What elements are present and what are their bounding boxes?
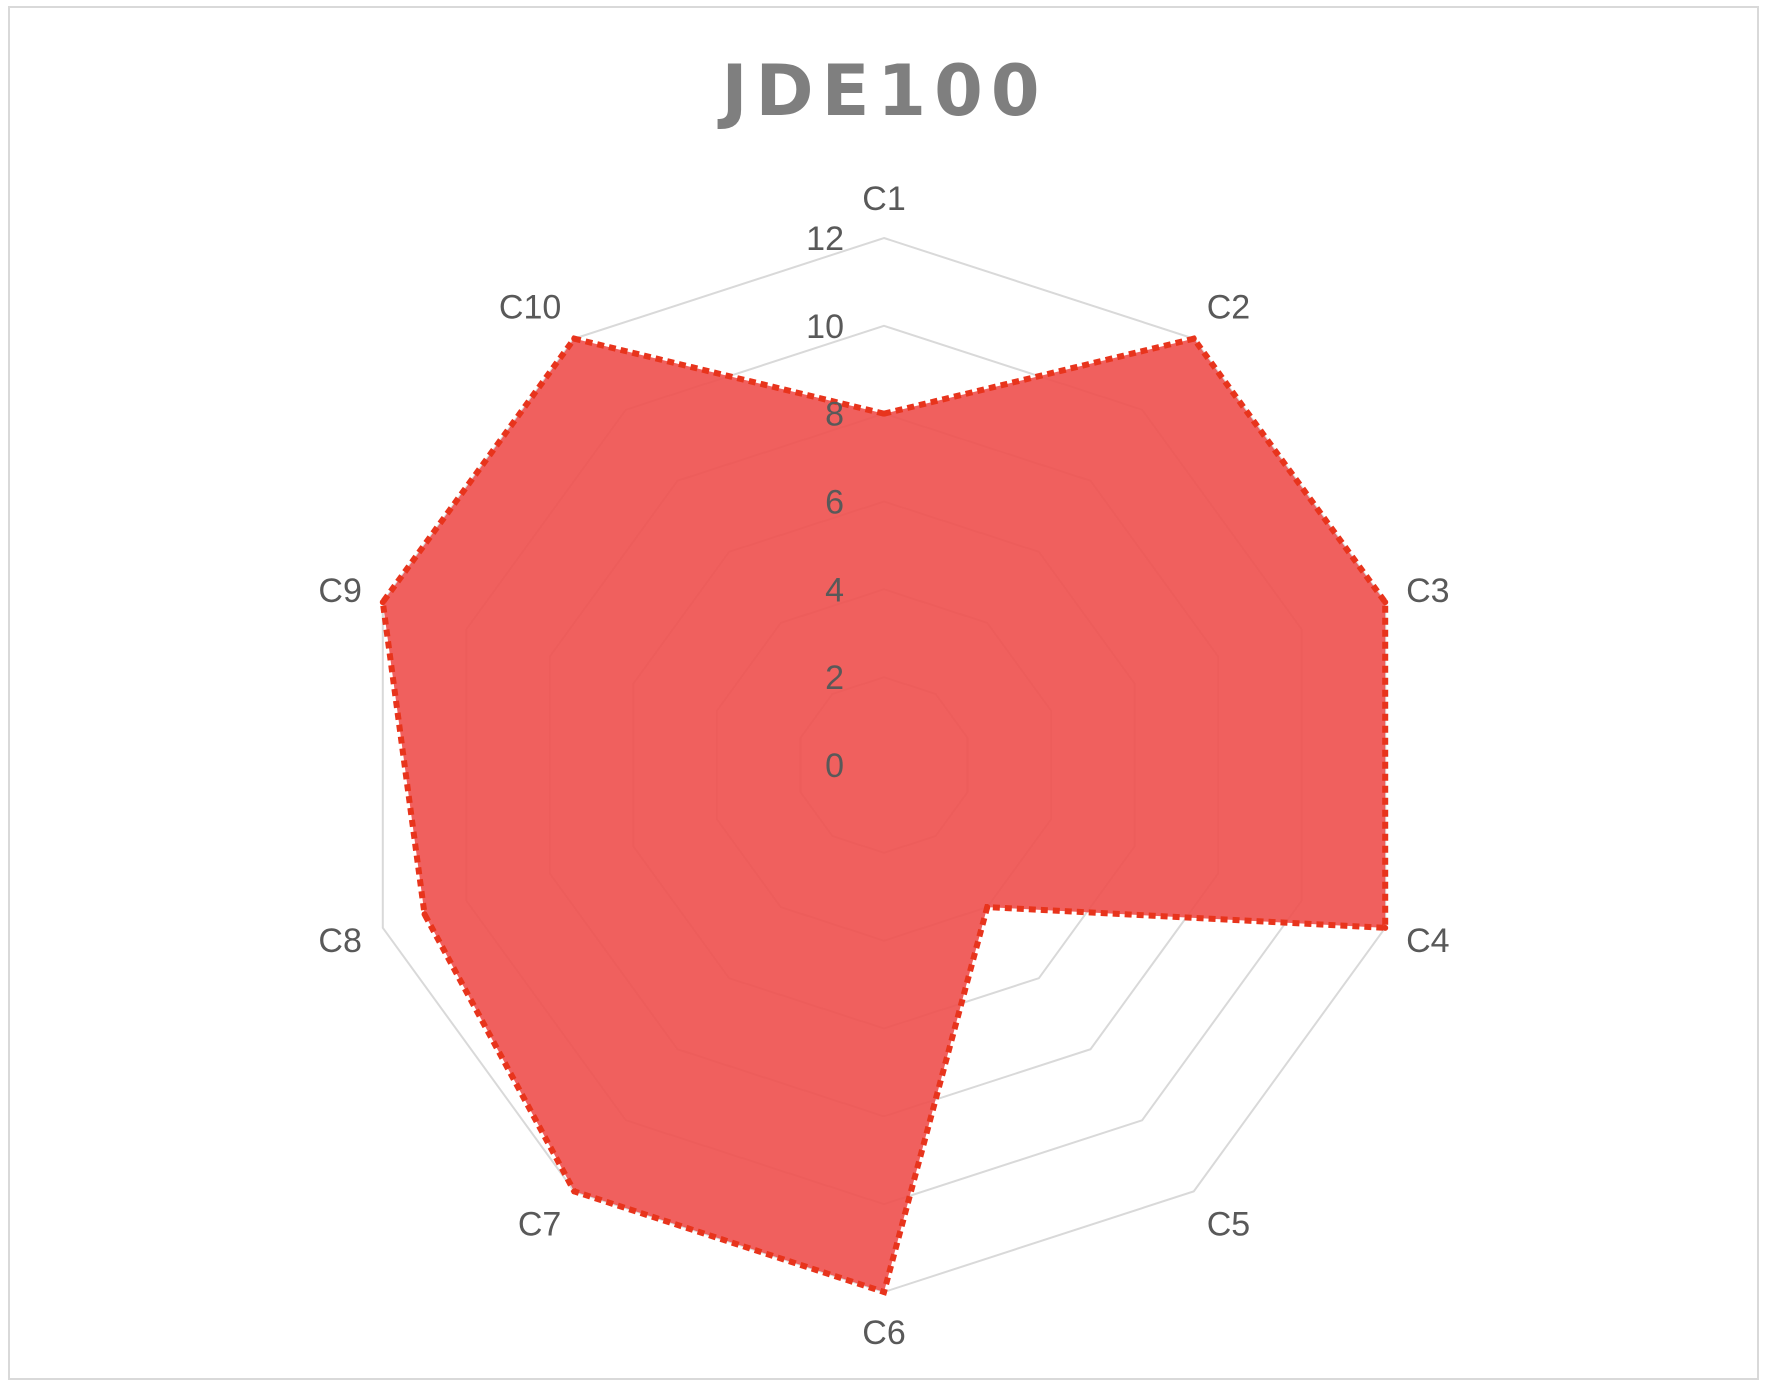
category-label-C6: C6 xyxy=(862,1314,905,1352)
category-label-C2: C2 xyxy=(1207,288,1250,326)
data-point-C6 xyxy=(881,1289,887,1295)
data-point-C4 xyxy=(1382,924,1389,931)
tick-label-4: 4 xyxy=(825,571,844,609)
data-point-C7 xyxy=(571,1188,578,1195)
data-point-C2 xyxy=(1190,335,1197,342)
tick-label-6: 6 xyxy=(825,484,844,522)
category-label-C9: C9 xyxy=(318,572,361,610)
radar-series-layer xyxy=(379,335,1389,1296)
category-label-C3: C3 xyxy=(1406,572,1449,610)
data-point-C5 xyxy=(984,904,991,911)
category-labels: C1 C2 C3 C4 C5 C6 C7 C8 C9 C10 xyxy=(318,180,1449,1352)
data-point-C9 xyxy=(379,599,386,606)
data-point-C8 xyxy=(421,911,428,918)
tick-label-10: 10 xyxy=(806,308,844,346)
category-label-C8: C8 xyxy=(318,922,361,960)
data-point-C10 xyxy=(571,335,578,342)
category-label-C10: C10 xyxy=(499,288,561,326)
series-1-area xyxy=(379,335,1389,1296)
category-label-C7: C7 xyxy=(518,1206,561,1244)
tick-label-2: 2 xyxy=(825,659,844,697)
chart-title: JDE100 xyxy=(721,50,1048,132)
tick-label-12: 12 xyxy=(806,220,844,258)
data-point-C1 xyxy=(881,410,887,417)
category-label-C1: C1 xyxy=(862,180,905,218)
radial-tick-labels: 0 2 4 6 8 10 12 xyxy=(806,220,844,785)
tick-label-0: 0 xyxy=(825,747,844,785)
category-label-C5: C5 xyxy=(1207,1206,1250,1244)
category-label-C4: C4 xyxy=(1406,922,1449,960)
data-point-C3 xyxy=(1382,599,1389,606)
tick-label-8: 8 xyxy=(825,396,844,434)
